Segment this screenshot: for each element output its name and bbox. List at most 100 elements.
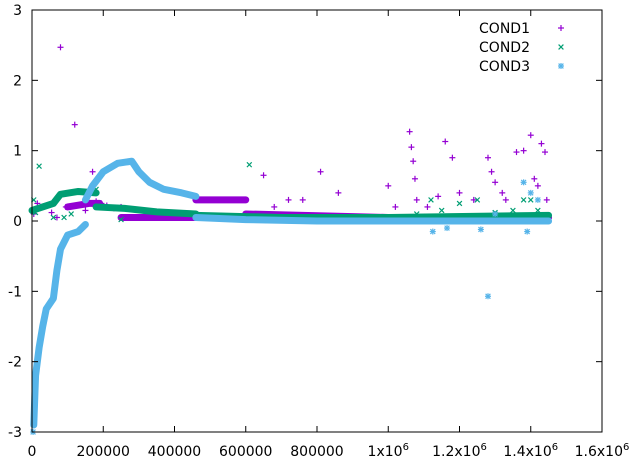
cond1-point-18 [299, 196, 306, 203]
x-tick-label-2: 400000 [148, 444, 201, 460]
cond3-point-6 [492, 210, 499, 217]
cond2-point-9 [413, 211, 420, 217]
cond1-point-41 [527, 132, 534, 139]
cond1-point-32 [456, 189, 463, 196]
cond1-point-15 [260, 172, 267, 179]
cond2-point-12 [456, 200, 463, 207]
cond2-dense-band-0 [28, 187, 100, 214]
cond1-point-33 [470, 196, 477, 203]
cond1-point-37 [499, 189, 506, 196]
x-tick-label-0: 0 [28, 444, 37, 460]
y-tick-label-5: 2 [13, 73, 22, 89]
cond1-point-20 [335, 189, 342, 196]
cond2-point-18 [535, 207, 541, 214]
legend-entry-cond1: COND1 [479, 21, 564, 37]
x-tick-label-4: 800000 [290, 444, 343, 460]
y-tick-label-3: 0 [13, 214, 22, 230]
cond1-point-24 [408, 144, 415, 151]
cond1-point-10 [93, 198, 100, 205]
cond1-point-35 [488, 168, 495, 175]
cond1-point-28 [424, 203, 431, 210]
cond1-point-16 [271, 203, 278, 210]
cond1-point-25 [410, 158, 417, 165]
cond1-point-27 [413, 196, 420, 203]
cond1-point-44 [538, 140, 545, 147]
cond1-point-9 [89, 168, 96, 175]
cond1-point-43 [534, 182, 541, 189]
cond1-point-23 [406, 128, 413, 135]
cond3-point-2 [429, 228, 436, 235]
plot-marks [28, 44, 553, 435]
cond3-point-3 [444, 225, 451, 232]
cond1-point-17 [285, 196, 292, 203]
cond3-point-10 [534, 196, 541, 203]
legend-marker-cond1 [558, 25, 564, 31]
cond1-point-22 [392, 203, 399, 210]
y-tick-label-1: -2 [8, 355, 22, 371]
series-cond1 [30, 44, 553, 221]
cond1-point-3 [48, 209, 55, 216]
legend-entry-cond2: COND2 [479, 40, 564, 56]
cond3-point-8 [524, 228, 531, 235]
cond1-point-34 [485, 154, 491, 161]
x-tick-label-1: 200000 [77, 444, 130, 460]
cond1-point-26 [411, 175, 418, 182]
cond3-point-1 [31, 397, 38, 404]
cond2-point-5 [68, 211, 75, 217]
x-tick-label-5: 1x106 [368, 442, 409, 460]
cond3-point-5 [485, 293, 491, 300]
cond2-point-11 [438, 207, 445, 214]
cond3-point-4 [477, 226, 484, 233]
cond1-point-39 [513, 149, 520, 156]
y-tick-label-4: 1 [13, 144, 22, 160]
legend-label: COND3 [479, 59, 530, 75]
cond2-dense-band-1 [92, 203, 200, 218]
legend: COND1 COND2 COND3 [479, 21, 564, 75]
legend-label: COND1 [479, 21, 530, 37]
cond2-point-13 [474, 197, 481, 203]
series-cond3 [30, 157, 553, 435]
cond1-point-45 [542, 149, 548, 156]
cond1-point-19 [317, 168, 324, 175]
x-tick-label-7: 1.4x106 [503, 442, 558, 460]
y-tick-label-0: -3 [8, 425, 22, 441]
y-tick-label-6: 3 [13, 3, 22, 19]
cond3-dense-band-1 [81, 157, 200, 204]
axis-ticks: 0 200000 400000 600000 800000 1x106 1.2x106 1.4… [8, 3, 629, 460]
cond1-point-42 [531, 175, 538, 182]
cond1-point-36 [492, 179, 499, 186]
cond1-point-46 [543, 196, 550, 203]
cond2-point-3 [50, 214, 57, 221]
legend-label: COND2 [479, 40, 530, 56]
cond2-point-7 [118, 216, 124, 223]
cond3-point-7 [520, 179, 527, 186]
cond1-point-7 [71, 121, 78, 128]
y-tick-label-2: -1 [8, 284, 22, 300]
cond2-point-15 [510, 207, 516, 214]
cond1-point-38 [502, 196, 509, 203]
legend-entry-cond3: COND3 [479, 59, 564, 75]
cond1-point-30 [442, 138, 449, 145]
cond1-point-8 [82, 207, 89, 214]
legend-marker-cond2 [558, 44, 564, 50]
cond1-point-29 [435, 193, 442, 200]
cond2-point-2 [36, 163, 42, 169]
cond2-point-17 [527, 197, 534, 203]
cond1-point-4 [53, 214, 60, 221]
cond2-point-4 [61, 214, 67, 221]
cond1-point-5 [57, 44, 64, 51]
x-tick-label-8: 1.6x106 [575, 442, 630, 460]
x-tick-label-3: 600000 [219, 444, 272, 460]
cond1-point-31 [449, 154, 456, 161]
cond2-point-1 [32, 209, 39, 216]
cond2-point-10 [428, 197, 434, 203]
x-tick-label-6: 1.2x106 [432, 442, 487, 460]
legend-marker-cond3 [558, 63, 564, 69]
cond3-dense-band-0 [30, 221, 89, 429]
cond3-dense-band-2 [192, 213, 553, 225]
cond2-point-16 [520, 197, 527, 203]
cond3-point-9 [527, 189, 534, 196]
cond1-point-40 [520, 147, 527, 154]
cond1-point-6 [62, 203, 69, 210]
